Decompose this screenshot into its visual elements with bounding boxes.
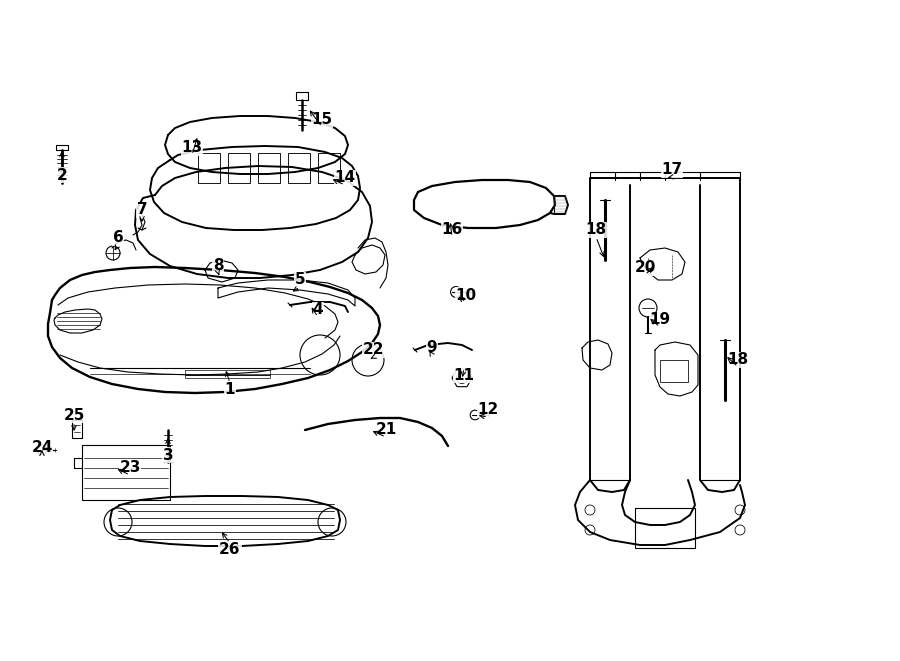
Text: 4: 4	[312, 303, 323, 317]
Bar	[228, 153, 250, 183]
Text: 22: 22	[364, 342, 385, 358]
Bar	[635, 508, 695, 548]
Bar	[318, 153, 340, 183]
Text: 19: 19	[650, 313, 670, 327]
Bar	[198, 153, 220, 183]
Text: 18: 18	[585, 223, 607, 237]
Text: 23: 23	[120, 461, 140, 475]
Bar	[660, 360, 688, 382]
Bar	[82, 445, 170, 500]
Text: 10: 10	[455, 288, 477, 303]
Text: 21: 21	[375, 422, 397, 438]
Text: 15: 15	[311, 112, 333, 128]
Text: 8: 8	[212, 258, 223, 272]
Text: 3: 3	[163, 447, 174, 463]
Text: 24: 24	[32, 440, 53, 455]
Text: 17: 17	[662, 163, 682, 178]
Text: 2: 2	[57, 167, 68, 182]
Text: 9: 9	[427, 340, 437, 356]
Text: 12: 12	[477, 403, 499, 418]
Text: 16: 16	[441, 223, 463, 237]
Bar	[288, 153, 310, 183]
Text: 18: 18	[727, 352, 749, 368]
Text: 20: 20	[634, 260, 656, 276]
Text: 25: 25	[63, 407, 85, 422]
Text: 14: 14	[335, 171, 356, 186]
Text: 11: 11	[454, 368, 474, 383]
Text: 7: 7	[137, 202, 148, 217]
Bar	[185, 370, 270, 378]
Bar	[258, 153, 280, 183]
Text: 5: 5	[294, 272, 305, 288]
Text: 6: 6	[112, 231, 123, 245]
Text: 26: 26	[220, 543, 241, 557]
Text: 13: 13	[182, 141, 202, 155]
Text: 1: 1	[225, 383, 235, 397]
